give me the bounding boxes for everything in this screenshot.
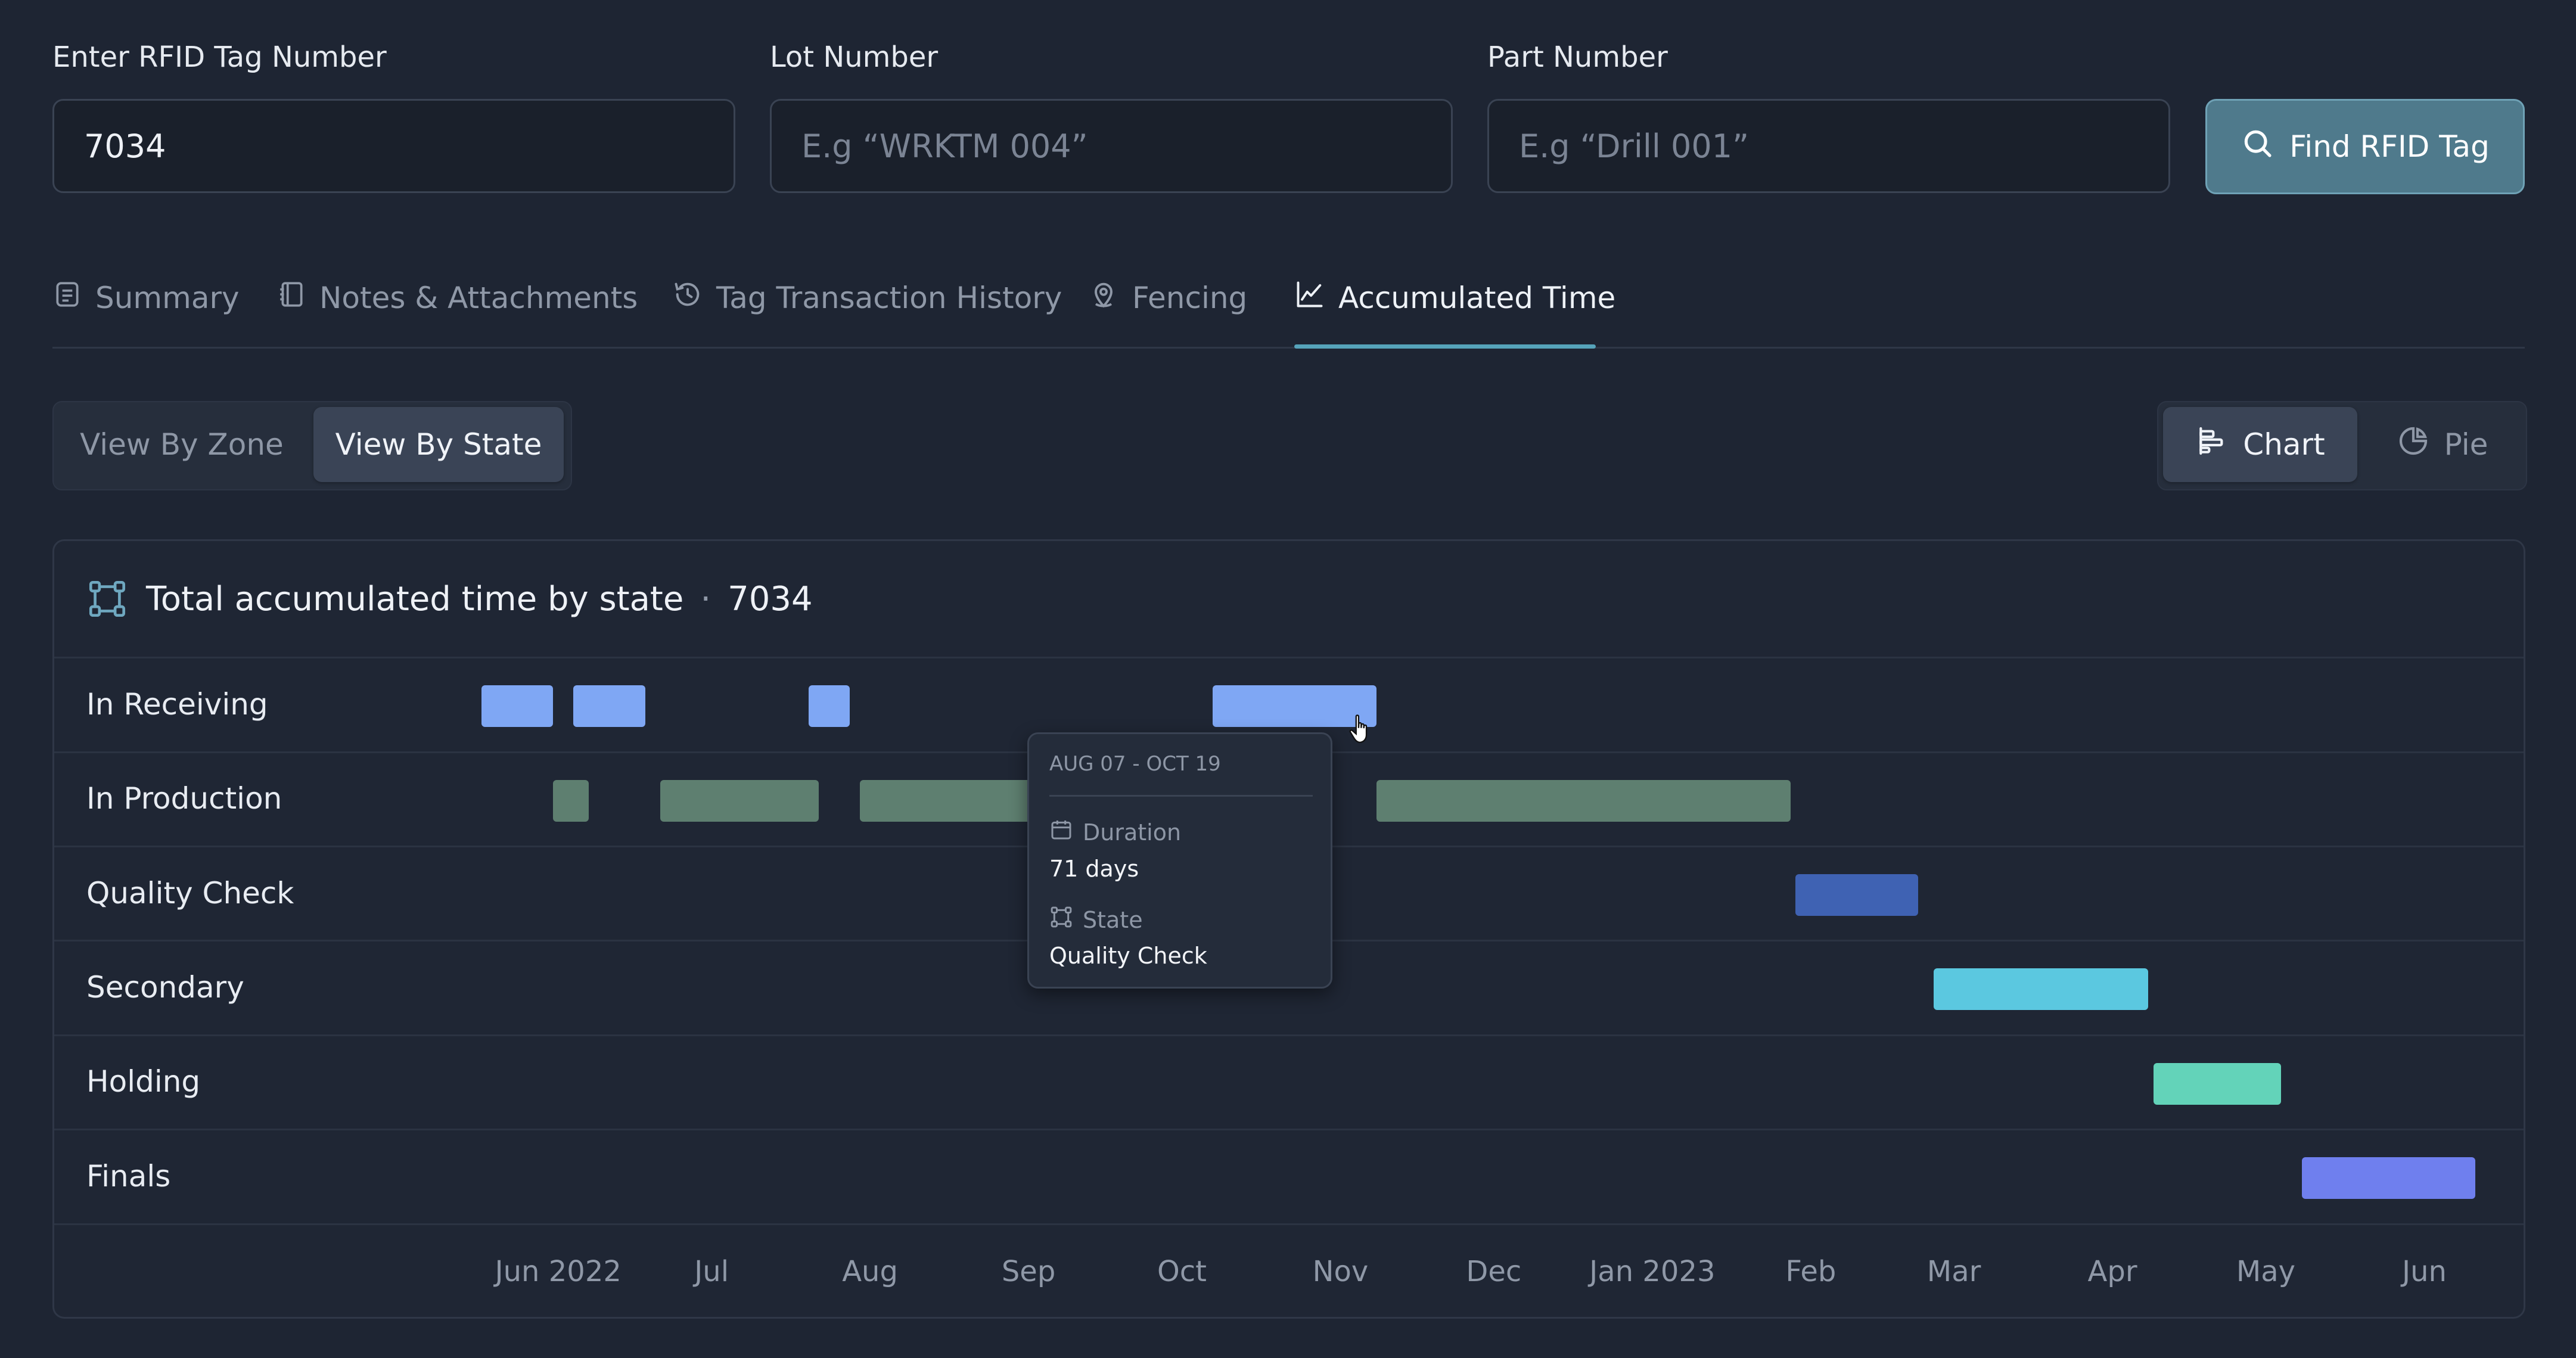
tab-tag-transaction-history[interactable]: Tag Transaction History (672, 274, 1062, 322)
location-pin-icon (1088, 279, 1119, 317)
gantt-bar[interactable] (553, 780, 589, 822)
gantt-bar[interactable] (809, 685, 850, 727)
view-by-zone-button[interactable]: View By Zone (80, 427, 284, 462)
part-input-placeholder: E.g “Drill 001” (1519, 127, 1750, 165)
tooltip-date-range: AUG 07 - OCT 19 (1049, 752, 1221, 776)
document-icon (52, 279, 82, 316)
row-divider (54, 1129, 2524, 1130)
tab-fencing[interactable]: Fencing (1088, 274, 1247, 322)
tab-notes-attachments[interactable]: Notes & Attachments (276, 274, 638, 322)
tooltip-state-label: State (1083, 906, 1143, 933)
active-tab-indicator (1294, 344, 1596, 349)
tab-fencing-label: Fencing (1132, 281, 1248, 315)
x-axis-tick-label: Oct (1157, 1255, 1207, 1288)
pie-view-button[interactable]: Pie (2363, 407, 2521, 482)
view-toggle: View By Zone View By State (52, 401, 572, 490)
row-divider (54, 1034, 2524, 1036)
gantt-bar[interactable] (660, 780, 819, 822)
tooltip-duration-key: Duration (1049, 818, 1181, 847)
gantt-bar[interactable] (1376, 780, 1791, 822)
lot-label: Lot Number (770, 41, 939, 74)
notebook-icon (276, 279, 306, 316)
rfid-input[interactable]: 7034 (52, 99, 735, 193)
tab-divider (52, 347, 2525, 349)
find-button-label: Find RFID Tag (2289, 129, 2490, 164)
row-divider (54, 1223, 2524, 1225)
row-label-finals: Finals (86, 1159, 171, 1194)
x-axis-tick-label: Jun (2401, 1255, 2447, 1288)
x-axis-tick-label: Jan 2023 (1589, 1255, 1716, 1288)
tab-summary[interactable]: Summary (52, 274, 240, 322)
title-separator: · (700, 579, 711, 619)
pie-button-label: Pie (2444, 427, 2488, 462)
gantt-bar[interactable] (1212, 685, 1376, 727)
tooltip-state-value: Quality Check (1049, 943, 1207, 969)
panel-tag: 7034 (728, 579, 813, 619)
tab-notes-label: Notes & Attachments (319, 281, 638, 315)
panel-header: Total accumulated time by state · 7034 (146, 578, 813, 620)
tab-history-label: Tag Transaction History (716, 281, 1062, 315)
search-icon (2241, 126, 2274, 167)
x-axis-tick-label: Apr (2087, 1255, 2137, 1288)
state-graph-icon (86, 578, 128, 622)
x-axis-tick-label: Dec (1466, 1255, 1522, 1288)
state-graph-icon (1049, 905, 1073, 934)
tooltip-duration-value: 71 days (1049, 856, 1139, 882)
tooltip-state-key: State (1049, 905, 1143, 934)
tab-summary-label: Summary (95, 281, 240, 315)
row-label-holding: Holding (86, 1064, 201, 1099)
tab-accumulated-time[interactable]: Accumulated Time (1294, 274, 1615, 322)
x-axis-tick-label: Sep (1001, 1255, 1056, 1288)
x-axis-tick-label: May (2236, 1255, 2296, 1288)
row-label-in-production: In Production (86, 781, 282, 816)
x-axis-tick-label: Nov (1312, 1255, 1369, 1288)
part-input[interactable]: E.g “Drill 001” (1487, 99, 2170, 193)
x-axis-tick-label: Jul (694, 1255, 729, 1288)
x-axis-tick-label: Mar (1926, 1255, 1981, 1288)
gantt-bar[interactable] (2301, 1157, 2476, 1199)
bar-chart-icon (2195, 424, 2229, 465)
view-by-state-button[interactable]: View By State (313, 407, 564, 482)
tooltip-divider (1049, 795, 1313, 797)
row-divider (54, 657, 2524, 658)
chart-view-button[interactable]: Chart (2163, 407, 2357, 482)
row-label-quality-check: Quality Check (86, 876, 294, 910)
x-axis-tick-label: Jun 2022 (495, 1255, 622, 1288)
rfid-label: Enter RFID Tag Number (52, 41, 387, 74)
hand-cursor-icon (1348, 713, 1375, 748)
gantt-bar[interactable] (2153, 1063, 2282, 1105)
row-label-in-receiving: In Receiving (86, 687, 268, 722)
pie-chart-icon (2397, 424, 2430, 465)
tab-accumulated-label: Accumulated Time (1338, 281, 1616, 315)
gantt-bar[interactable] (1933, 968, 2149, 1010)
x-axis-tick-label: Aug (842, 1255, 898, 1288)
chart-type-toggle: Chart Pie (2157, 401, 2527, 490)
rfid-input-value: 7034 (84, 127, 166, 165)
tooltip-duration-label: Duration (1083, 819, 1182, 846)
gantt-bar[interactable] (481, 685, 554, 727)
bar-tooltip: AUG 07 - OCT 19 Duration 71 days State Q… (1027, 732, 1332, 989)
lot-input-placeholder: E.g “WRKTM 004” (801, 127, 1088, 165)
chart-button-label: Chart (2243, 427, 2325, 462)
lot-input[interactable]: E.g “WRKTM 004” (770, 99, 1453, 193)
part-label: Part Number (1487, 41, 1668, 74)
line-chart-icon (1294, 279, 1325, 317)
history-icon (672, 279, 703, 317)
calendar-icon (1049, 818, 1073, 847)
gantt-bar[interactable] (1795, 874, 1919, 916)
panel-title: Total accumulated time by state (146, 579, 684, 619)
x-axis-tick-label: Feb (1785, 1255, 1837, 1288)
gantt-bar[interactable] (573, 685, 645, 727)
find-rfid-tag-button[interactable]: Find RFID Tag (2205, 99, 2525, 194)
row-label-secondary: Secondary (86, 970, 244, 1005)
